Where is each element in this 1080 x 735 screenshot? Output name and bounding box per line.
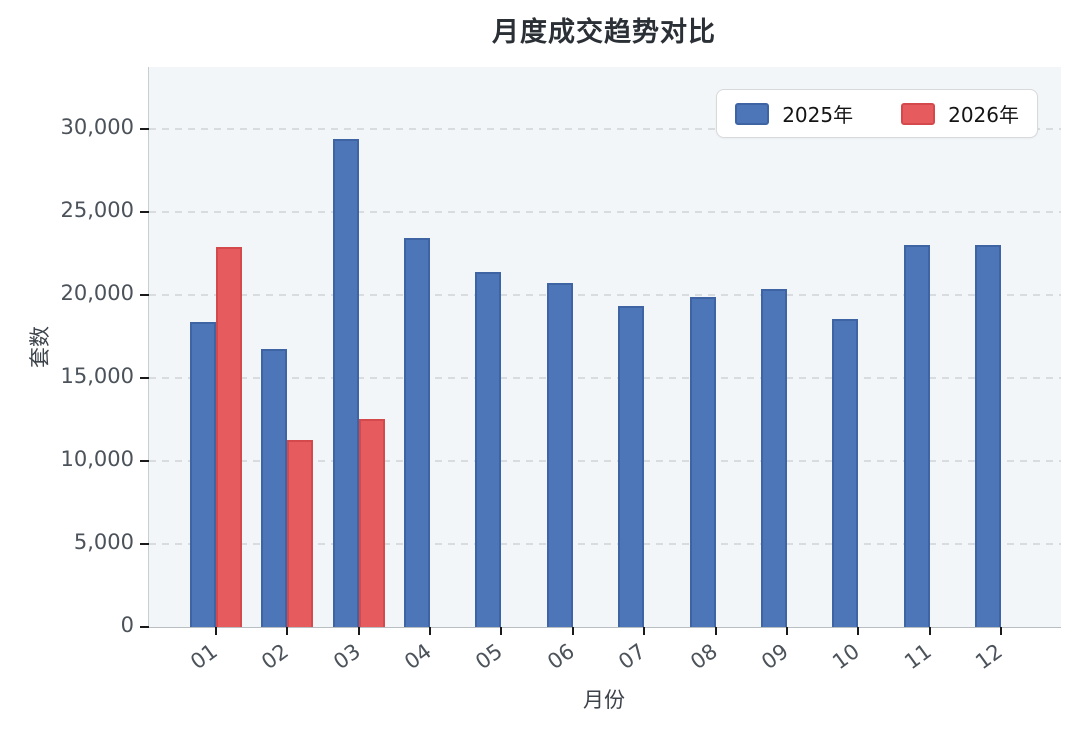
legend-entry-2025: 2025年 (735, 99, 853, 128)
bar-2025年-04 (404, 237, 431, 627)
x-tick-03 (357, 627, 360, 635)
gridline-5000 (149, 543, 1061, 546)
y-tick-label-30000: 30,000 (60, 115, 134, 140)
y-tick-10000 (140, 460, 149, 463)
bar-2026年-02 (287, 439, 314, 627)
x-tick-label-06: 06 (542, 639, 579, 675)
x-tick-01 (215, 627, 217, 635)
x-tick-11 (928, 627, 931, 635)
y-tick-label-10000: 10,000 (60, 447, 134, 472)
x-tick-label-08: 08 (685, 639, 722, 675)
x-tick-label-04: 04 (400, 639, 436, 675)
gridline-20000 (149, 294, 1061, 297)
legend-entry-2026: 2026年 (901, 99, 1019, 128)
bar-2025年-09 (760, 288, 787, 627)
y-tick-5000 (140, 543, 149, 546)
y-tick-20000 (140, 294, 149, 297)
x-tick-07 (643, 627, 646, 635)
x-tick-02 (286, 627, 289, 635)
bar-2025年-01 (190, 321, 216, 627)
y-tick-25000 (140, 211, 149, 214)
bar-2025年-10 (832, 319, 859, 627)
legend: 2025年 2026年 (716, 89, 1038, 138)
x-tick-08 (714, 627, 717, 635)
y-tick-label-15000: 15,000 (60, 364, 134, 389)
x-axis-title: 月份 (583, 688, 625, 712)
x-tick-05 (500, 627, 503, 635)
x-tick-label-05: 05 (471, 639, 508, 675)
bar-2026年-03 (358, 418, 385, 627)
x-tick-12 (999, 627, 1002, 635)
legend-swatch-2026 (901, 102, 936, 125)
x-tick-label-03: 03 (328, 639, 365, 675)
legend-swatch-2025 (735, 102, 770, 125)
legend-label-2026: 2026年 (948, 103, 1019, 127)
bar-2025年-11 (903, 245, 930, 627)
bar-2025年-12 (974, 245, 1001, 627)
y-tick-0 (140, 626, 149, 628)
bar-2025年-06 (546, 282, 573, 627)
bar-2025年-05 (475, 271, 502, 627)
x-tick-label-09: 09 (756, 639, 793, 675)
x-tick-label-12: 12 (971, 639, 1007, 675)
x-tick-label-07: 07 (614, 639, 650, 675)
bar-2025年-08 (689, 296, 716, 627)
y-tick-label-25000: 25,000 (60, 198, 134, 223)
y-axis-title: 套数 (28, 326, 52, 368)
gridline-15000 (149, 377, 1061, 380)
x-tick-label-11: 11 (899, 639, 936, 675)
plot-area (140, 67, 1061, 635)
gridline-25000 (149, 211, 1061, 214)
x-tick-04 (429, 627, 432, 635)
y-tick-30000 (140, 128, 149, 131)
y-tick-label-0: 0 (120, 613, 134, 637)
legend-label-2025: 2025年 (782, 103, 854, 127)
x-tick-label-10: 10 (828, 639, 865, 675)
y-tick-label-5000: 5,000 (73, 530, 134, 555)
bar-2025年-03 (332, 139, 359, 627)
gridline-10000 (149, 460, 1061, 463)
y-tick-label-20000: 20,000 (60, 281, 134, 306)
x-tick-label-01: 01 (186, 639, 222, 675)
x-tick-label-02: 02 (257, 639, 294, 675)
x-tick-09 (785, 627, 788, 635)
x-tick-10 (857, 627, 860, 635)
x-tick-06 (571, 627, 574, 635)
chart-title: 月度成交趋势对比 (492, 17, 716, 48)
bar-2026年-01 (216, 247, 242, 627)
y-tick-15000 (140, 377, 149, 380)
bar-2025年-07 (618, 305, 645, 627)
gridline-30000 (149, 128, 1061, 131)
bar-2025年-02 (261, 349, 288, 627)
